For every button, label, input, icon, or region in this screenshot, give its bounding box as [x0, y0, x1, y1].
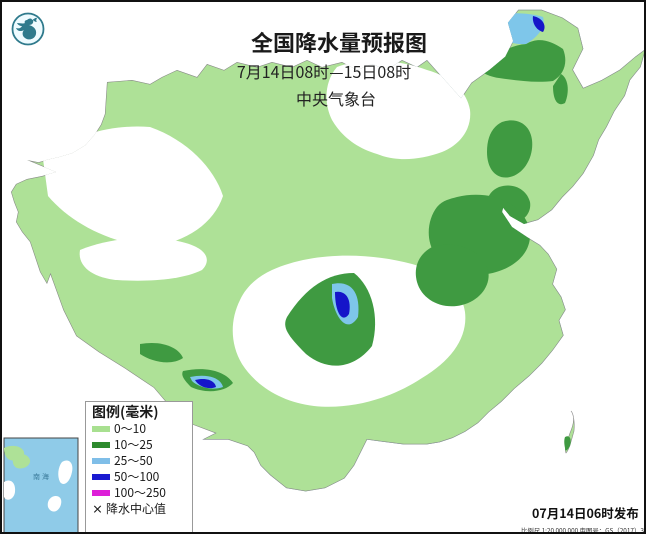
svg-text:中央气象台: 中央气象台: [296, 86, 376, 110]
svg-text:全国降水量预报图: 全国降水量预报图: [251, 26, 427, 58]
svg-text:比例尺 1:20 000 000 审图号：GS（2017: 比例尺 1:20 000 000 审图号：GS（2017）3320号: [521, 526, 646, 534]
svg-text:7月14日08时—15日08时: 7月14日08时—15日08时: [237, 59, 411, 83]
svg-text:07月14日06时发布: 07月14日06时发布: [532, 503, 639, 522]
svg-text:南 海: 南 海: [33, 472, 49, 481]
